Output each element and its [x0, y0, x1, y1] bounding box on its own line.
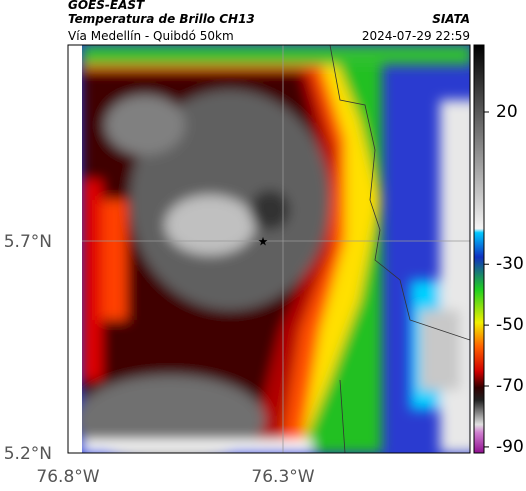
title: GOES-EAST	[68, 0, 145, 12]
datetime: 2024-07-29 22:59	[362, 29, 470, 43]
colorbar-tick-label: -30	[496, 254, 524, 274]
lat-label: 5.2°N	[4, 444, 52, 464]
colorbar-tick-label: -90	[496, 437, 524, 457]
lon-label: 76.8°W	[36, 467, 99, 487]
location: Vía Medellín - Quibdó 50km	[68, 29, 234, 43]
source: SIATA	[432, 12, 470, 26]
colorbar-tick-label: 20	[496, 102, 518, 122]
svg-text:★: ★	[258, 235, 269, 249]
lon-label: 76.3°W	[251, 467, 314, 487]
satellite-field: ★	[82, 45, 470, 453]
colorbar-tick-label: -50	[496, 315, 524, 335]
colorbar-tick-label: -70	[496, 376, 524, 396]
subtitle: Temperatura de Brillo CH13	[68, 12, 255, 26]
colorbar	[473, 44, 485, 454]
map-frame	[67, 44, 471, 454]
lat-label: 5.7°N	[4, 232, 52, 252]
